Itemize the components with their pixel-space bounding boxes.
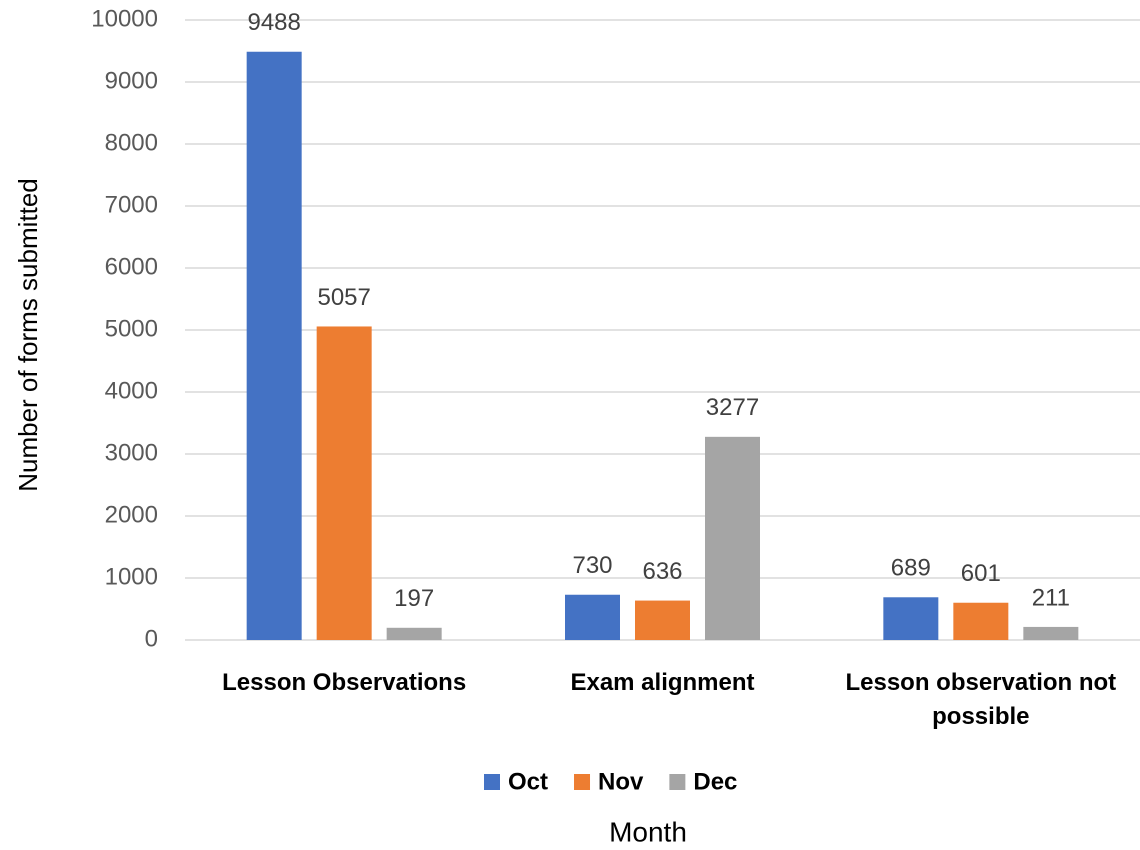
y-tick-label: 8000 <box>105 129 158 156</box>
y-tick-label: 1000 <box>105 563 158 590</box>
y-tick-label: 4000 <box>105 377 158 404</box>
bar <box>1023 626 1079 640</box>
y-tick-label: 3000 <box>105 439 158 466</box>
y-tick-label: 2000 <box>105 501 158 528</box>
data-label: 730 <box>572 552 612 579</box>
y-tick-label: 0 <box>145 625 158 652</box>
legend-swatch <box>669 774 686 790</box>
y-tick-label: 6000 <box>105 253 158 280</box>
legend-label: Nov <box>598 768 644 795</box>
data-label: 601 <box>961 560 1001 587</box>
bar <box>316 326 372 640</box>
legend-label: Oct <box>508 768 548 795</box>
y-tick-label: 5000 <box>105 315 158 342</box>
bar <box>953 602 1009 640</box>
data-label: 197 <box>394 585 434 612</box>
data-label: 636 <box>642 558 682 585</box>
bar <box>386 627 442 640</box>
data-label: 211 <box>1032 584 1070 611</box>
x-tick-label: Lesson Observations <box>222 669 467 696</box>
y-tick-label: 9000 <box>105 67 158 94</box>
x-tick-label: Exam alignment <box>570 669 755 696</box>
x-tick-label: Lesson observation not possible <box>845 669 1117 730</box>
y-tick-label: 10000 <box>91 5 158 32</box>
bar <box>246 51 302 640</box>
legend-swatch <box>574 774 591 790</box>
bar <box>635 600 690 640</box>
data-label: 3277 <box>706 394 759 421</box>
y-axis-title: Number of forms submitted <box>13 178 43 492</box>
bar <box>705 436 760 640</box>
legend-swatch <box>484 774 500 790</box>
data-label: 5057 <box>317 284 370 311</box>
x-axis-title: Month <box>609 816 687 847</box>
bar <box>565 594 620 640</box>
legend-label: Dec <box>693 768 737 795</box>
y-tick-label: 7000 <box>105 191 158 218</box>
data-label: 689 <box>891 555 931 582</box>
data-label: 9488 <box>247 9 300 36</box>
bar <box>883 597 939 640</box>
